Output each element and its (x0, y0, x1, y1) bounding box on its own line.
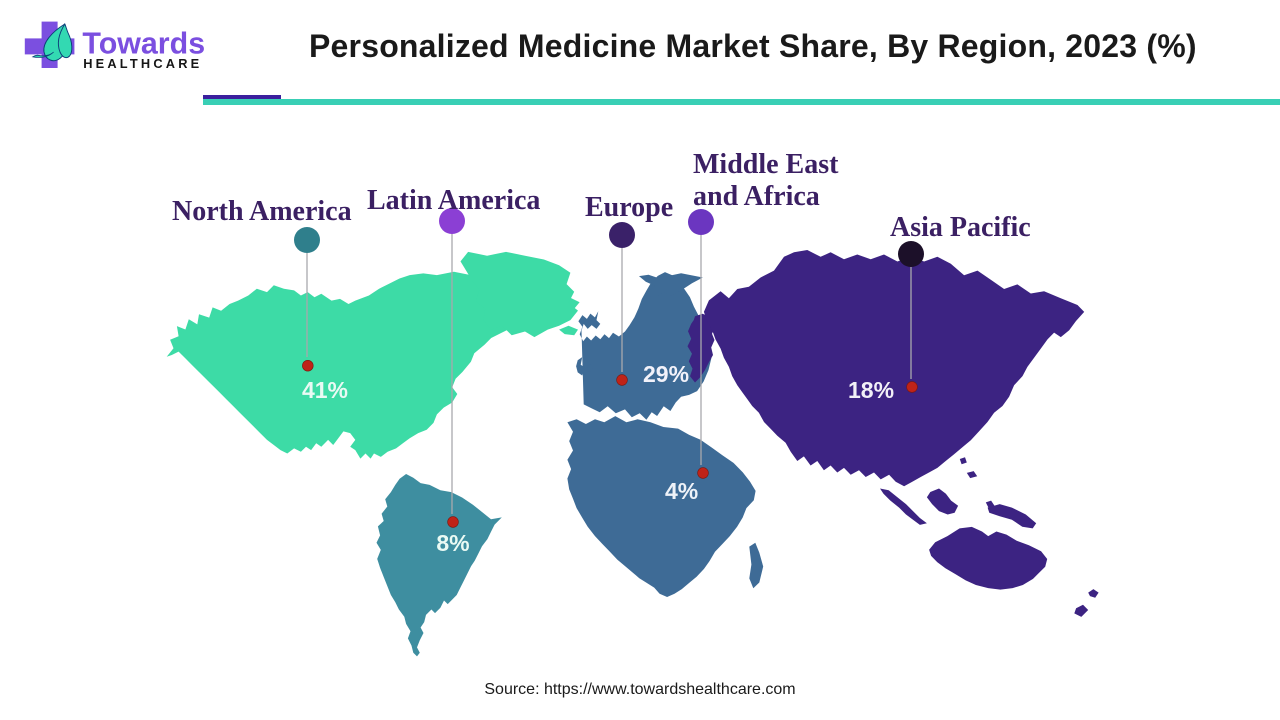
svg-text:8%: 8% (436, 530, 469, 556)
svg-text:and Africa: and Africa (693, 181, 820, 212)
svg-text:North America: North America (172, 196, 352, 227)
svg-text:18%: 18% (848, 377, 894, 403)
svg-text:Latin America: Latin America (367, 185, 540, 216)
svg-text:Asia Pacific: Asia Pacific (890, 212, 1031, 243)
svg-text:41%: 41% (302, 377, 348, 403)
svg-text:29%: 29% (643, 361, 689, 387)
svg-text:Middle East: Middle East (693, 149, 839, 180)
svg-text:Europe: Europe (585, 192, 673, 223)
svg-text:4%: 4% (665, 478, 698, 504)
